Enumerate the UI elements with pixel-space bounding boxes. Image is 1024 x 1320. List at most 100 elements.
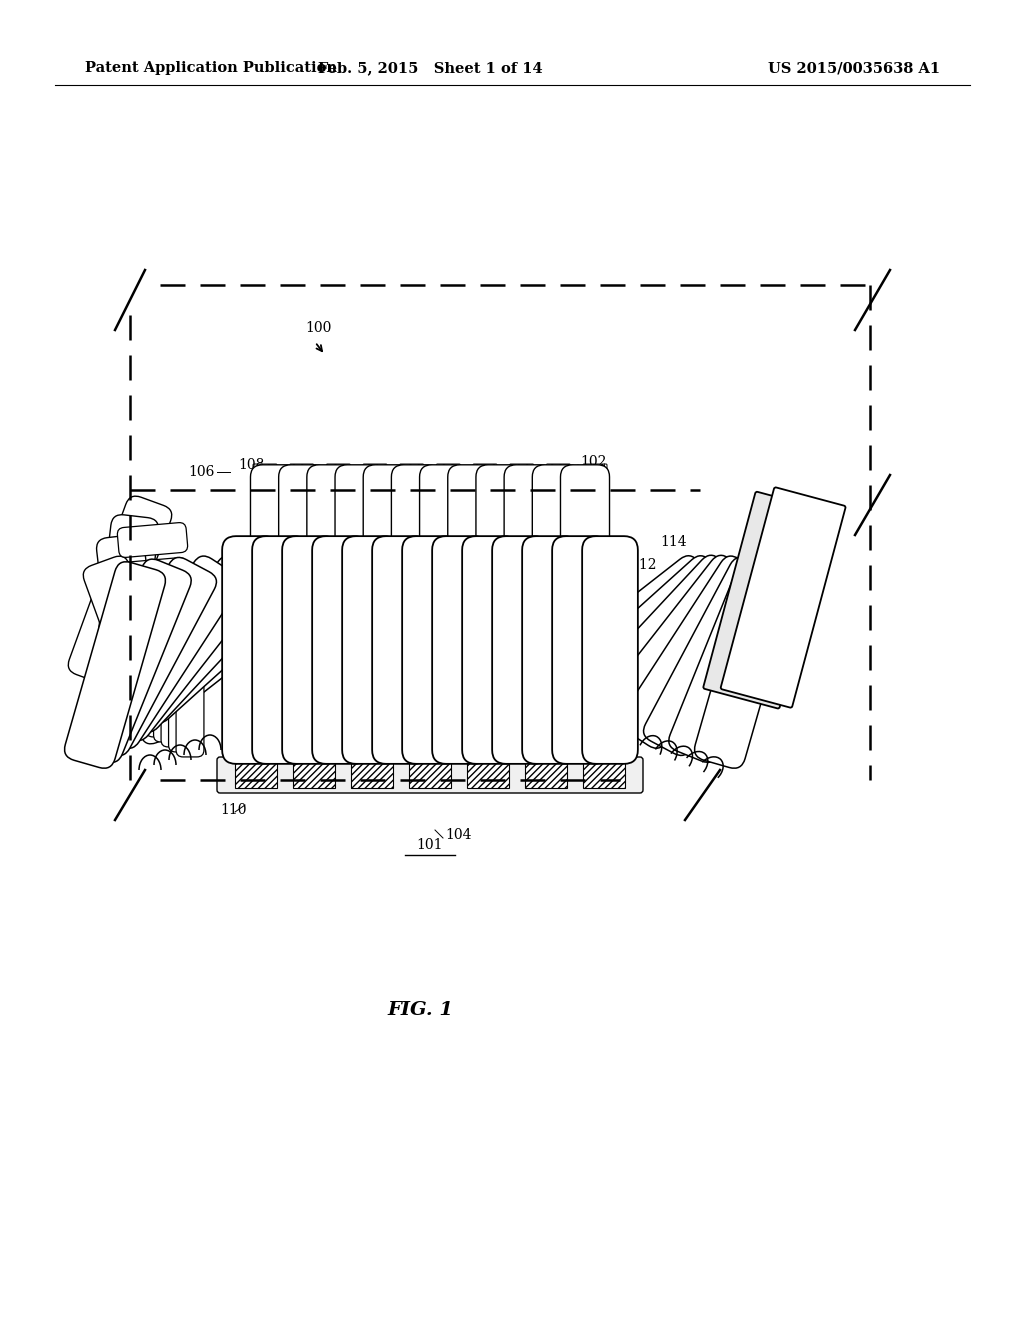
FancyBboxPatch shape bbox=[364, 465, 413, 665]
FancyBboxPatch shape bbox=[493, 536, 548, 764]
FancyBboxPatch shape bbox=[582, 536, 638, 764]
Text: US 2015/0035638 A1: US 2015/0035638 A1 bbox=[768, 61, 940, 75]
FancyBboxPatch shape bbox=[142, 556, 328, 714]
FancyBboxPatch shape bbox=[522, 649, 548, 686]
FancyBboxPatch shape bbox=[347, 649, 373, 686]
FancyBboxPatch shape bbox=[703, 492, 831, 709]
FancyBboxPatch shape bbox=[161, 612, 189, 747]
Bar bbox=[351, 762, 393, 788]
Bar bbox=[525, 762, 567, 788]
FancyBboxPatch shape bbox=[73, 560, 191, 763]
FancyBboxPatch shape bbox=[669, 560, 787, 763]
Bar bbox=[409, 762, 451, 788]
FancyBboxPatch shape bbox=[242, 649, 268, 686]
Text: 114: 114 bbox=[660, 535, 687, 549]
Text: 112: 112 bbox=[630, 558, 656, 572]
FancyBboxPatch shape bbox=[290, 465, 313, 496]
FancyBboxPatch shape bbox=[552, 536, 608, 764]
FancyBboxPatch shape bbox=[362, 465, 387, 496]
FancyBboxPatch shape bbox=[118, 523, 187, 557]
FancyBboxPatch shape bbox=[597, 556, 756, 741]
Text: 100: 100 bbox=[305, 321, 332, 335]
Text: 116: 116 bbox=[675, 718, 701, 733]
Text: 106: 106 bbox=[188, 465, 215, 479]
FancyBboxPatch shape bbox=[547, 465, 570, 496]
FancyBboxPatch shape bbox=[253, 465, 278, 496]
FancyBboxPatch shape bbox=[278, 649, 303, 686]
FancyBboxPatch shape bbox=[118, 557, 187, 593]
FancyBboxPatch shape bbox=[307, 465, 356, 665]
FancyBboxPatch shape bbox=[83, 556, 186, 744]
Text: 110: 110 bbox=[220, 803, 247, 817]
FancyBboxPatch shape bbox=[560, 465, 609, 665]
FancyBboxPatch shape bbox=[146, 603, 174, 737]
FancyBboxPatch shape bbox=[420, 465, 469, 665]
FancyBboxPatch shape bbox=[104, 556, 263, 741]
FancyBboxPatch shape bbox=[312, 649, 338, 686]
FancyBboxPatch shape bbox=[283, 536, 338, 764]
FancyBboxPatch shape bbox=[399, 465, 424, 496]
FancyBboxPatch shape bbox=[69, 496, 172, 684]
FancyBboxPatch shape bbox=[91, 515, 159, 705]
Bar bbox=[293, 762, 335, 788]
FancyBboxPatch shape bbox=[118, 627, 187, 663]
FancyBboxPatch shape bbox=[96, 535, 164, 725]
FancyBboxPatch shape bbox=[118, 593, 187, 627]
FancyBboxPatch shape bbox=[701, 623, 729, 756]
FancyBboxPatch shape bbox=[116, 556, 286, 731]
FancyBboxPatch shape bbox=[82, 557, 216, 755]
FancyBboxPatch shape bbox=[487, 649, 513, 686]
Text: 104: 104 bbox=[445, 828, 471, 842]
FancyBboxPatch shape bbox=[391, 465, 440, 665]
FancyBboxPatch shape bbox=[721, 487, 846, 708]
Text: 108: 108 bbox=[239, 458, 265, 473]
Bar bbox=[234, 762, 278, 788]
FancyBboxPatch shape bbox=[327, 465, 350, 496]
FancyBboxPatch shape bbox=[532, 465, 582, 665]
FancyBboxPatch shape bbox=[279, 465, 328, 665]
FancyBboxPatch shape bbox=[671, 603, 699, 737]
FancyBboxPatch shape bbox=[335, 465, 384, 665]
FancyBboxPatch shape bbox=[462, 536, 518, 764]
Text: FIG. 1: FIG. 1 bbox=[387, 1001, 453, 1019]
Text: 102: 102 bbox=[580, 455, 606, 469]
FancyBboxPatch shape bbox=[154, 609, 181, 742]
FancyBboxPatch shape bbox=[176, 623, 204, 756]
FancyBboxPatch shape bbox=[65, 562, 166, 768]
FancyBboxPatch shape bbox=[693, 618, 722, 752]
Bar bbox=[467, 762, 509, 788]
FancyBboxPatch shape bbox=[312, 536, 368, 764]
FancyBboxPatch shape bbox=[447, 465, 497, 665]
FancyBboxPatch shape bbox=[118, 663, 187, 697]
FancyBboxPatch shape bbox=[252, 536, 308, 764]
FancyBboxPatch shape bbox=[402, 536, 458, 764]
Text: 101: 101 bbox=[417, 838, 443, 851]
FancyBboxPatch shape bbox=[621, 556, 767, 748]
FancyBboxPatch shape bbox=[694, 562, 796, 768]
FancyBboxPatch shape bbox=[342, 536, 398, 764]
FancyBboxPatch shape bbox=[532, 556, 718, 714]
FancyBboxPatch shape bbox=[169, 618, 197, 752]
FancyBboxPatch shape bbox=[583, 465, 607, 496]
FancyBboxPatch shape bbox=[417, 649, 443, 686]
Text: Patent Application Publication: Patent Application Publication bbox=[85, 61, 337, 75]
FancyBboxPatch shape bbox=[574, 556, 743, 731]
FancyBboxPatch shape bbox=[686, 612, 714, 747]
FancyBboxPatch shape bbox=[510, 465, 534, 496]
FancyBboxPatch shape bbox=[372, 536, 428, 764]
FancyBboxPatch shape bbox=[129, 556, 307, 723]
FancyBboxPatch shape bbox=[679, 609, 707, 742]
FancyBboxPatch shape bbox=[553, 556, 731, 723]
FancyBboxPatch shape bbox=[592, 649, 618, 686]
FancyBboxPatch shape bbox=[432, 536, 487, 764]
FancyBboxPatch shape bbox=[452, 649, 478, 686]
FancyBboxPatch shape bbox=[476, 465, 525, 665]
FancyBboxPatch shape bbox=[251, 465, 299, 665]
Text: Feb. 5, 2015   Sheet 1 of 14: Feb. 5, 2015 Sheet 1 of 14 bbox=[317, 61, 543, 75]
FancyBboxPatch shape bbox=[93, 556, 240, 748]
FancyBboxPatch shape bbox=[557, 649, 583, 686]
FancyBboxPatch shape bbox=[436, 465, 461, 496]
FancyBboxPatch shape bbox=[222, 536, 278, 764]
FancyBboxPatch shape bbox=[643, 557, 778, 755]
FancyBboxPatch shape bbox=[504, 465, 553, 665]
